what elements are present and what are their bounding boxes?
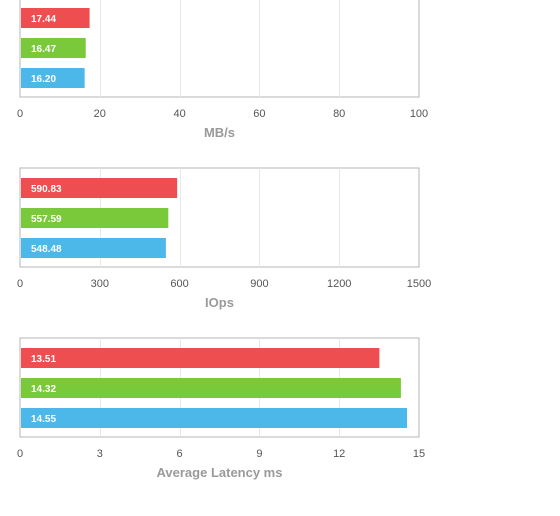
x-tick-label: 15 xyxy=(413,448,425,460)
x-tick-label: 40 xyxy=(173,108,185,120)
bar xyxy=(21,68,85,88)
x-tick-label: 80 xyxy=(333,108,345,120)
x-tick-label: 600 xyxy=(170,278,188,290)
x-tick-label: 0 xyxy=(17,108,23,120)
bar xyxy=(21,348,380,368)
bar xyxy=(21,408,408,428)
x-tick-label: 60 xyxy=(253,108,265,120)
bar-value-label: 14.55 xyxy=(31,414,56,425)
bar-value-label: 548.48 xyxy=(31,244,62,255)
x-tick-label: 9 xyxy=(256,448,262,460)
x-tick-label: 1200 xyxy=(327,278,351,290)
bar xyxy=(21,38,86,58)
x-tick-label: 900 xyxy=(250,278,268,290)
x-tick-label: 20 xyxy=(94,108,106,120)
x-tick-label: 3 xyxy=(97,448,103,460)
bar xyxy=(21,208,169,228)
x-tick-label: 0 xyxy=(17,448,23,460)
chart-3: 13.51 14.32 14.55 0 3 6 9 12 15 Average Latency m… xyxy=(17,337,425,480)
x-tick-label: 100 xyxy=(410,108,428,120)
x-axis-title: IOps xyxy=(205,295,234,310)
x-axis-title: MB/s xyxy=(204,125,235,140)
bar xyxy=(21,8,90,28)
x-tick-label: 300 xyxy=(91,278,109,290)
x-tick-label: 0 xyxy=(17,278,23,290)
x-tick-label: 1500 xyxy=(407,278,431,290)
bar xyxy=(21,178,178,198)
bar-value-label: 16.20 xyxy=(31,74,56,85)
bar xyxy=(21,378,401,398)
bar-value-label: 14.32 xyxy=(31,384,56,395)
bar-value-label: 17.44 xyxy=(31,14,56,25)
bar-value-label: 16.47 xyxy=(31,44,56,55)
chart-1: 17.44 16.47 16.20 0 20 40 60 80 100 MB/s xyxy=(17,0,428,140)
bar-value-label: 13.51 xyxy=(31,354,56,365)
bar xyxy=(21,238,166,258)
bar-value-label: 590.83 xyxy=(31,184,62,195)
x-tick-label: 6 xyxy=(177,448,183,460)
x-tick-label: 12 xyxy=(333,448,345,460)
bar-value-label: 557.59 xyxy=(31,214,62,225)
x-axis-title: Average Latency ms xyxy=(157,465,283,480)
chart-2: 590.83 557.59 548.48 0 300 600 900 1200 1500 IOps xyxy=(17,167,431,310)
